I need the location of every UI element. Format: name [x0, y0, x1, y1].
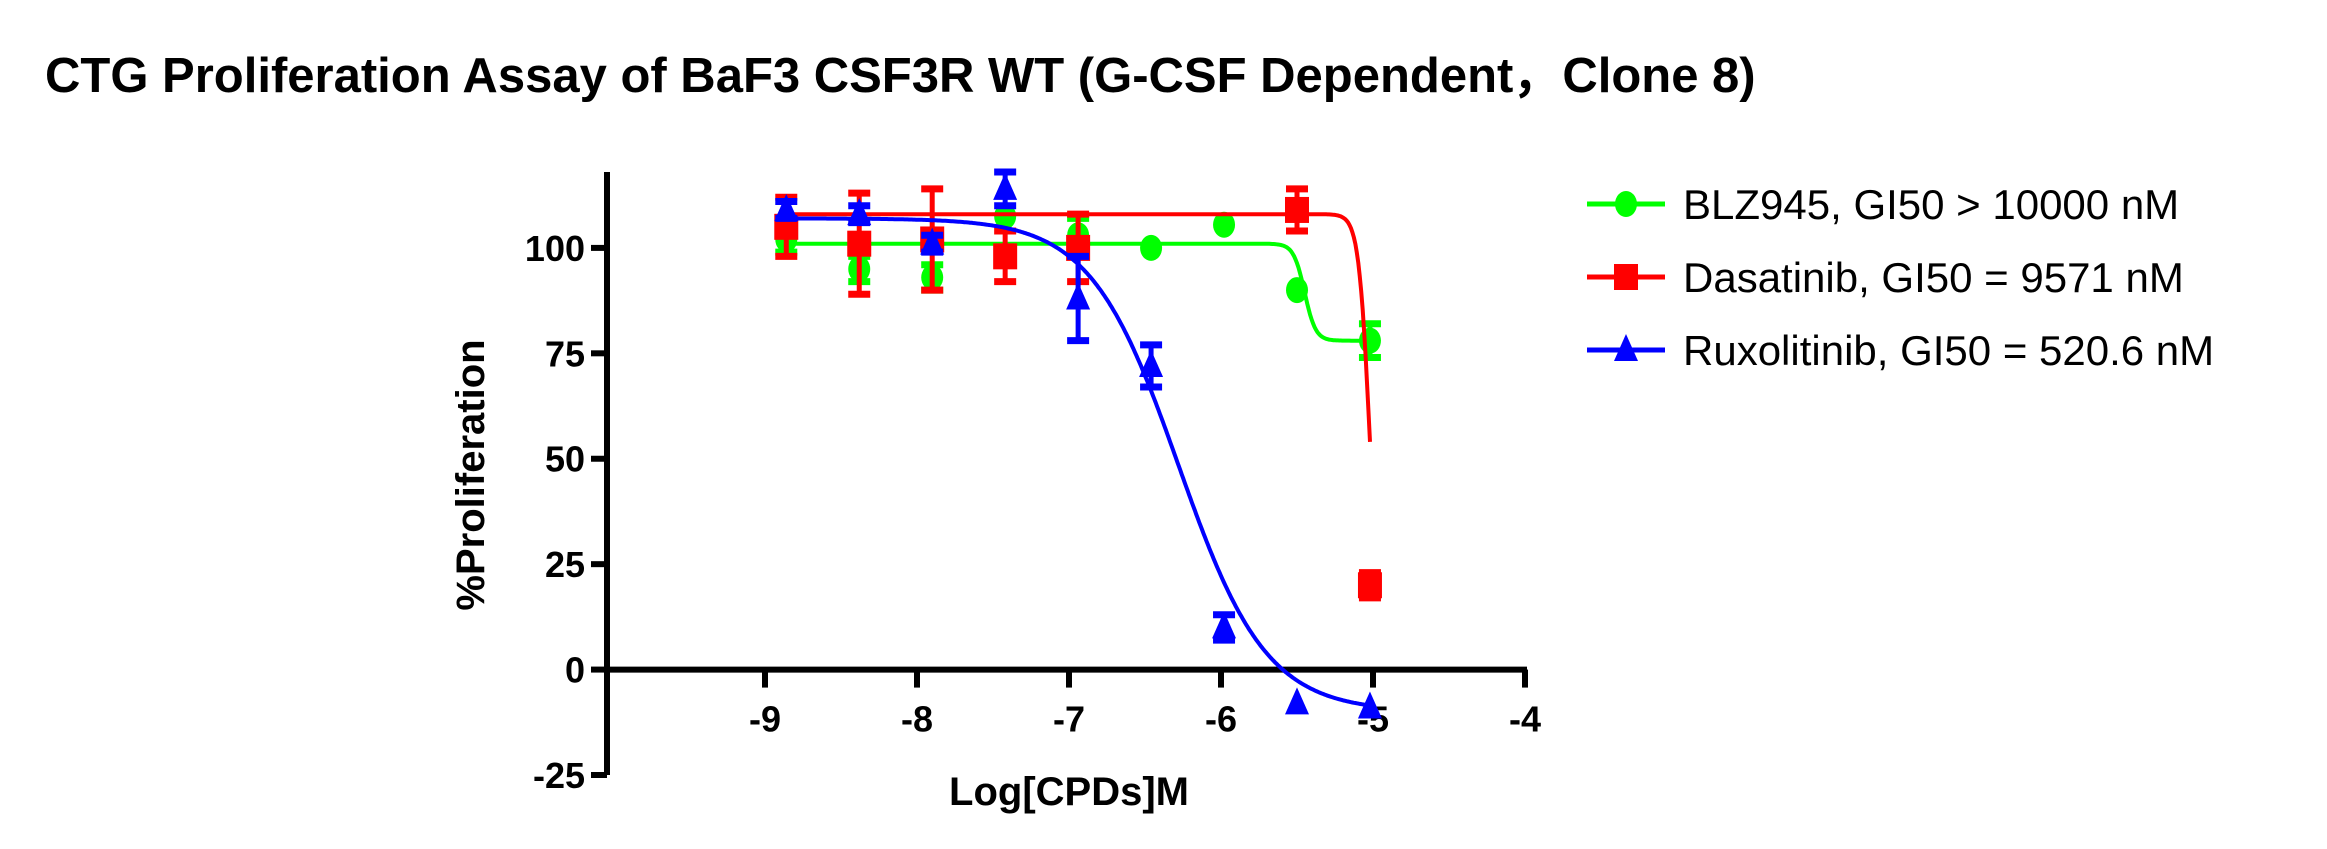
- triangle-marker: [774, 193, 799, 221]
- y-tick-label: 50: [545, 439, 585, 480]
- x-tick-label: -8: [901, 699, 933, 740]
- triangle-marker: [1285, 687, 1309, 715]
- x-tick-label: -9: [749, 699, 781, 740]
- circle-marker: [994, 203, 1017, 230]
- square-marker: [1614, 264, 1638, 290]
- y-tick-label: 100: [525, 228, 585, 269]
- circle-marker: [1213, 211, 1236, 238]
- x-axis-label: Log[CPDs]M: [949, 770, 1189, 814]
- triangle-marker: [1139, 349, 1164, 377]
- legend-item: Dasatinib, GI50 = 9571 nM: [1587, 254, 2184, 301]
- legend-item: Ruxolitinib, GI50 = 520.6 nM: [1587, 327, 2214, 374]
- triangle-marker: [847, 198, 872, 226]
- square-marker: [1357, 572, 1382, 599]
- y-axis-label: %Proliferation: [449, 339, 493, 610]
- y-tick-label: -25: [533, 755, 585, 796]
- legend: BLZ945, GI50 > 10000 nM Dasatinib, GI50 =…: [1587, 181, 2214, 374]
- square-marker: [1285, 196, 1309, 223]
- triangle-marker: [1614, 334, 1638, 361]
- chart-title: CTG Proliferation Assay of BaF3 CSF3R WT…: [45, 49, 1756, 103]
- circle-marker: [1140, 234, 1163, 261]
- triangle-marker: [920, 227, 945, 255]
- legend-label: Dasatinib, GI50 = 9571 nM: [1683, 254, 2184, 301]
- triangle-marker: [993, 172, 1018, 200]
- triangle-marker: [1066, 282, 1091, 310]
- y-tick-label: 0: [565, 650, 585, 691]
- circle-marker: [1615, 191, 1637, 217]
- square-marker: [993, 243, 1018, 270]
- triangle-marker: [1357, 691, 1382, 719]
- circle-marker: [1286, 277, 1308, 304]
- y-tick-label: 25: [545, 544, 585, 585]
- x-tick-label: -7: [1053, 699, 1085, 740]
- square-marker: [847, 230, 872, 257]
- series-2: [774, 168, 1382, 719]
- legend-label: Ruxolitinib, GI50 = 520.6 nM: [1683, 327, 2214, 374]
- legend-label: BLZ945, GI50 > 10000 nM: [1683, 181, 2179, 228]
- x-tick-label: -4: [1509, 699, 1541, 740]
- x-tick-label: -6: [1205, 699, 1237, 740]
- y-tick-label: 75: [545, 333, 585, 374]
- triangle-marker: [1212, 611, 1237, 639]
- legend-item: BLZ945, GI50 > 10000 nM: [1587, 181, 2179, 228]
